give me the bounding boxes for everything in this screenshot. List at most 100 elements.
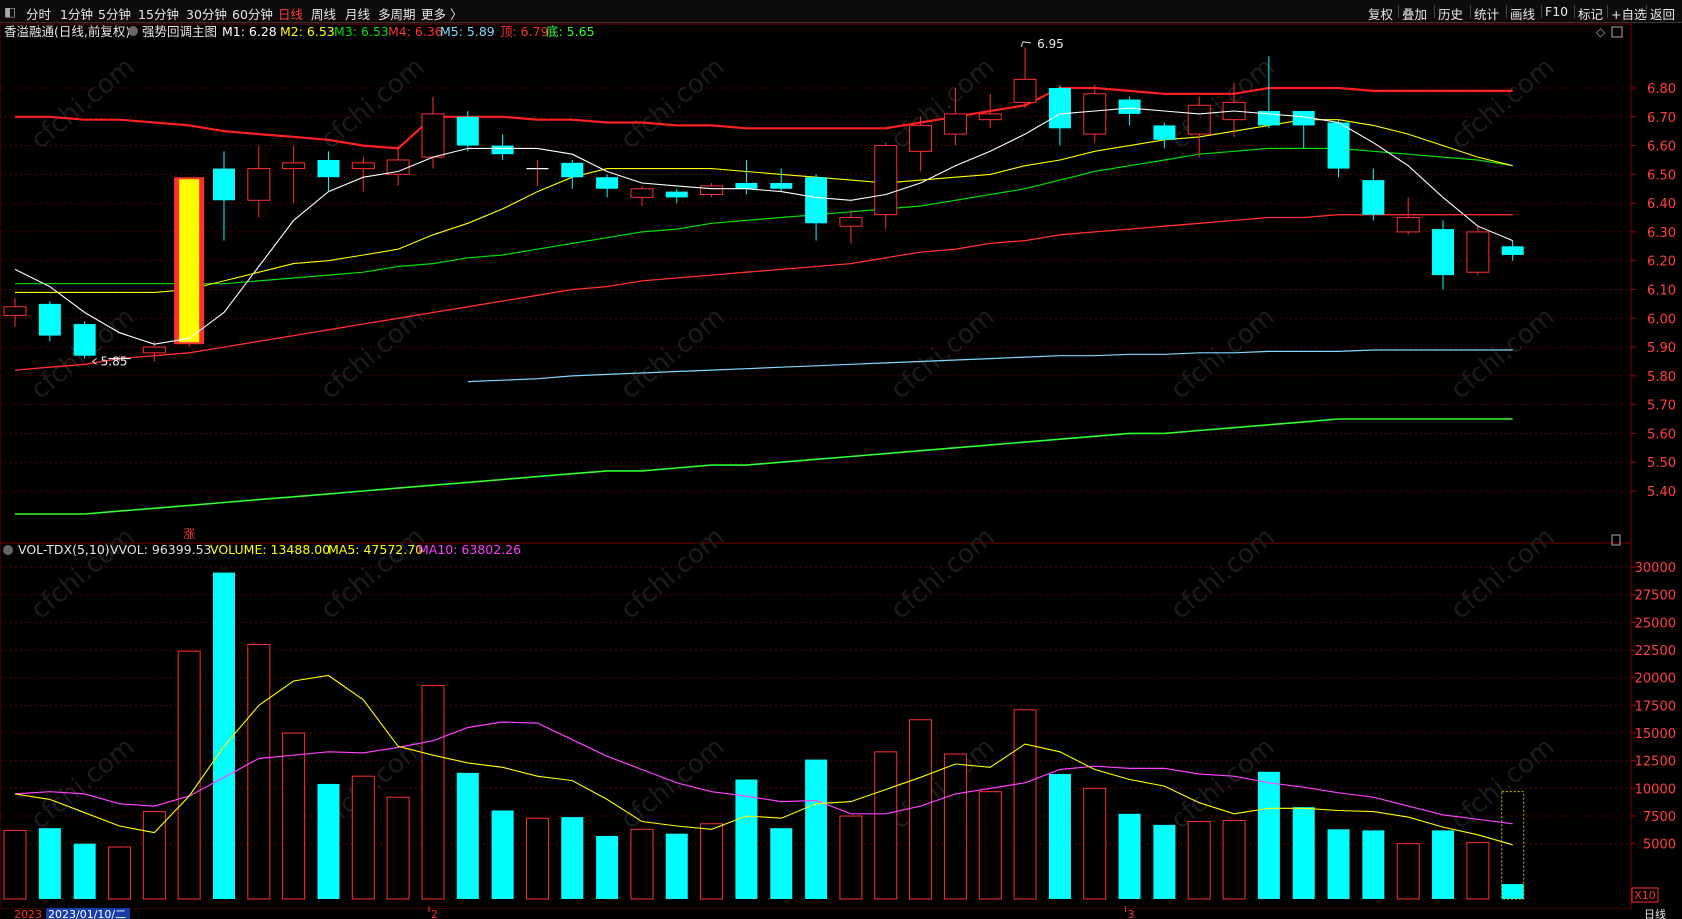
toolbar-divider: [1434, 5, 1435, 18]
watermark-text: cfchi.com: [1165, 522, 1280, 625]
candle-body-up: [630, 188, 654, 198]
period-tab-3[interactable]: 15分钟: [138, 7, 179, 22]
volume-tick-label: 22500: [1635, 644, 1676, 659]
candle-body-down: [456, 116, 479, 146]
period-tab-6[interactable]: 日线: [278, 7, 304, 22]
top-line: [15, 86, 1513, 150]
toolbar-button-0[interactable]: 复权: [1368, 7, 1394, 22]
volume-bar-up: [1083, 787, 1107, 900]
more-chevron-icon[interactable]: 〉: [450, 7, 463, 22]
indicator-name: 强势回调主图: [142, 24, 217, 39]
toolbar-divider: [1470, 5, 1471, 18]
m1-line: [14, 107, 1513, 345]
volume-bar-up: [978, 791, 1002, 900]
toolbar-divider: [1646, 5, 1647, 18]
toolbar-button-1[interactable]: 叠加: [1402, 7, 1428, 22]
watermark-text: cfchi.com: [315, 302, 430, 405]
main-panel-border: [0, 23, 1632, 544]
volume-bar-up: [247, 644, 271, 900]
period-tab-8[interactable]: 月线: [345, 7, 371, 22]
volume-bar-up: [1222, 819, 1246, 900]
candle-body-up: [700, 185, 724, 196]
price-tick-label: 5.80: [1647, 370, 1676, 385]
volume-indicator-value: VVOL: 96399.53: [110, 542, 212, 557]
volume-bar-down: [1153, 824, 1176, 899]
period-tab-7[interactable]: 周线: [311, 7, 337, 22]
volume-bar-up: [909, 719, 933, 900]
period-tab-1[interactable]: 1分钟: [60, 7, 93, 22]
toolbar-button-3[interactable]: 统计: [1474, 7, 1500, 22]
menu-icon[interactable]: ◧: [4, 4, 16, 19]
indicator-value: 顶: 6.79: [500, 24, 549, 39]
watermark-text: cfchi.com: [615, 302, 730, 405]
toolbar-button-6[interactable]: 标记: [1578, 7, 1604, 22]
volume-tick-label: 27500: [1635, 589, 1676, 604]
candle-body-up: [978, 113, 1002, 121]
volume-tick-label: 17500: [1635, 699, 1676, 714]
volume-bar-up: [1187, 821, 1211, 900]
period-tab-0[interactable]: 分时: [26, 7, 52, 22]
price-tick-label: 6.30: [1647, 226, 1676, 241]
candle-body-up: [247, 168, 271, 201]
period-tab-9[interactable]: 多周期: [378, 7, 416, 22]
volume-bar-down: [1501, 884, 1524, 899]
low-price-label: 5.85: [101, 354, 128, 368]
candle-body-down: [1432, 229, 1455, 276]
volume-bar-up: [1013, 709, 1037, 900]
indicator-dropdown-icon[interactable]: [128, 26, 138, 36]
price-tick-label: 6.10: [1647, 284, 1676, 299]
candle-body-down: [1048, 88, 1071, 129]
toolbar-divider: [1541, 5, 1542, 18]
volume-bar-down: [73, 843, 96, 899]
scroll-handle-icon[interactable]: [1611, 534, 1621, 546]
candle-body-highlight: [179, 179, 200, 343]
time-axis-bg: [0, 909, 1682, 919]
candle-body-up: [874, 145, 898, 216]
volume-bar-up: [1396, 843, 1420, 900]
period-tab-2[interactable]: 5分钟: [98, 7, 131, 22]
price-tick-label: 6.20: [1647, 255, 1676, 270]
volume-bar-up: [839, 815, 863, 900]
volume-bar-down: [317, 783, 340, 899]
period-tab-5[interactable]: 60分钟: [232, 7, 273, 22]
m5-line: [467, 349, 1513, 383]
candle-body-down: [1501, 246, 1524, 255]
toolbar-button-4[interactable]: 画线: [1510, 7, 1536, 22]
stock-title: 香溢融通(日线,前复权): [4, 24, 130, 39]
price-tick-label: 5.70: [1647, 399, 1676, 414]
toolbar-button-7[interactable]: +自选: [1611, 7, 1647, 22]
unit-badge-box: [1631, 887, 1659, 903]
price-tick-label: 5.50: [1647, 456, 1676, 471]
volume-ma5-line: [14, 674, 1513, 846]
volume-bar-up: [107, 846, 131, 900]
volume-bar-down: [1118, 813, 1141, 899]
volume-bar-down: [456, 772, 479, 899]
candle-body-up: [1083, 93, 1107, 135]
period-tab-4[interactable]: 30分钟: [186, 7, 227, 22]
toolbar-divider: [1506, 5, 1507, 18]
candle-body-down: [73, 324, 96, 356]
volume-tick-label: 12500: [1635, 755, 1676, 770]
volume-dropdown-icon[interactable]: [3, 545, 13, 555]
toolbar-button-5[interactable]: F10: [1545, 4, 1569, 19]
volume-bar-up: [1466, 842, 1490, 900]
watermark-text: cfchi.com: [25, 522, 140, 625]
candle-body-up: [909, 124, 933, 152]
price-tick-label: 6.60: [1647, 140, 1676, 155]
high-price-label: 6.95: [1037, 37, 1064, 51]
period-tab-10[interactable]: 更多: [421, 7, 447, 22]
maximize-icon[interactable]: [1611, 26, 1623, 38]
candle-body-up: [1187, 104, 1211, 135]
volume-bar-up: [874, 751, 898, 900]
toolbar-button-2[interactable]: 历史: [1438, 7, 1464, 22]
year-label: 2023: [14, 908, 42, 919]
candle-body-up: [1013, 78, 1037, 103]
indicator-value: M1: 6.28: [222, 24, 277, 39]
volume-ma10-line: [14, 721, 1513, 825]
candle-body-down: [665, 191, 688, 198]
volume-bar-down: [1327, 829, 1350, 899]
watermark-text: cfchi.com: [885, 302, 1000, 405]
toolbar-button-8[interactable]: 返回: [1650, 7, 1676, 22]
watermark-text: cfchi.com: [885, 52, 1000, 155]
